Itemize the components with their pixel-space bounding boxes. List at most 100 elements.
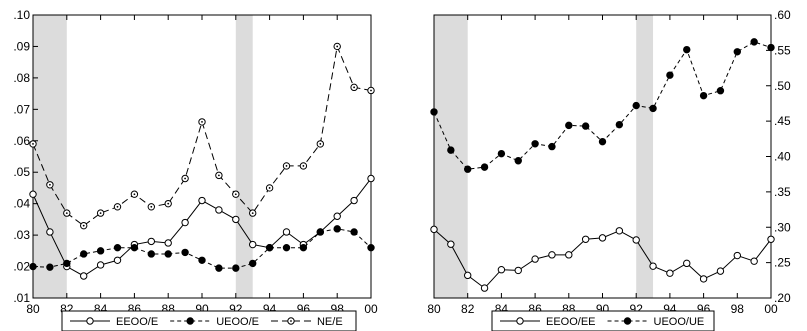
y-tick-label: .04 — [13, 197, 30, 211]
data-point-UEOO/E — [316, 228, 324, 236]
data-point-UEOO/UE — [464, 165, 472, 173]
data-point-UEOO/UE — [615, 120, 624, 129]
legend: EEOO/E UEOO/E NE/E — [61, 310, 357, 331]
data-point-EEOO/E — [113, 256, 122, 264]
data-point-center-NE/E — [302, 165, 305, 167]
data-point-EEOO/EE — [683, 259, 691, 268]
data-point-EEOO/E — [350, 196, 358, 205]
shaded-period-1 — [235, 15, 253, 298]
data-point-EEOO/E — [147, 237, 156, 246]
left-chart-panel: 80 82 84 86 88 90 92 94 96 98 00.01.02.03.04.05.06… — [13, 8, 378, 331]
data-point-UEOO/E — [96, 247, 105, 255]
data-point-UEOO/UE — [632, 101, 640, 110]
data-point-EEOO/EE — [514, 266, 522, 275]
y-tick-label: .45 — [774, 114, 791, 128]
y-tick-label: .25 — [774, 256, 791, 270]
data-point-EEOO/EE — [598, 234, 607, 242]
data-point-EEOO/E — [249, 240, 257, 249]
data-point-EEOO/E — [164, 239, 172, 247]
y-tick-label: .03 — [13, 228, 30, 242]
data-point-EEOO/E — [232, 215, 240, 224]
y-tick-label: .40 — [774, 150, 791, 164]
data-point-UEOO/E — [46, 263, 54, 271]
data-point-UEOO/UE — [750, 38, 758, 46]
data-point-EEOO/E — [282, 228, 291, 236]
data-point-EEOO/EE — [430, 225, 438, 234]
data-point-EEOO/E — [96, 261, 105, 269]
data-point-center-NE/E — [251, 212, 254, 215]
data-point-EEOO/EE — [699, 275, 708, 283]
data-point-EEOO/EE — [497, 266, 506, 274]
y-tick-label: .10 — [13, 8, 30, 22]
data-point-UEOO/E — [198, 256, 206, 264]
legend-marker-EEOO/EE — [516, 317, 524, 325]
data-point-UEOO/E — [147, 250, 156, 258]
data-point-center-NE/E — [167, 202, 170, 205]
data-point-UEOO/E — [113, 243, 122, 252]
data-point-EEOO/E — [367, 174, 375, 183]
data-point-UEOO/UE — [666, 71, 674, 79]
legend-label-EEOO/EE: EEOO/EE — [546, 316, 596, 328]
data-point-center-NE/E — [201, 121, 203, 123]
data-point-EEOO/EE — [581, 235, 590, 243]
data-point-EEOO/E — [215, 206, 223, 214]
data-point-UEOO/E — [80, 250, 88, 258]
data-point-center-NE/E — [353, 86, 355, 89]
data-point-UEOO/UE — [447, 146, 455, 154]
data-point-UEOO/E — [29, 262, 37, 271]
data-point-center-NE/E — [234, 193, 237, 196]
data-point-center-NE/E — [133, 193, 136, 196]
data-point-EEOO/EE — [649, 262, 657, 270]
data-point-UEOO/E — [265, 243, 274, 252]
data-point-EEOO/E — [46, 228, 54, 236]
data-point-EEOO/EE — [615, 227, 624, 235]
data-point-UEOO/UE — [531, 140, 539, 148]
data-point-UEOO/UE — [514, 157, 522, 165]
data-point-UEOO/E — [333, 225, 341, 233]
data-point-UEOO/UE — [581, 122, 590, 130]
legend-label-UEOO/UE: UEOO/UE — [654, 316, 705, 328]
data-point-center-NE/E — [116, 205, 119, 208]
legend-marker-EEOO/E — [86, 317, 94, 325]
legend-label-UEOO/E: UEOO/E — [216, 316, 259, 328]
y-tick-label: .08 — [13, 71, 30, 85]
data-point-center-NE/E — [218, 174, 220, 177]
data-point-center-NE/E — [32, 143, 34, 145]
y-tick-label: .30 — [774, 220, 791, 234]
y-tick-label: .06 — [13, 134, 30, 148]
data-point-EEOO/EE — [565, 251, 573, 259]
data-point-UEOO/UE — [497, 149, 506, 158]
data-point-EEOO/EE — [464, 271, 472, 280]
data-point-UEOO/E — [232, 264, 240, 272]
data-point-EEOO/E — [333, 212, 341, 220]
data-point-UEOO/E — [367, 243, 375, 252]
series-line-UEOO/UE — [433, 41, 772, 170]
data-point-UEOO/E — [164, 250, 172, 258]
y-tick-label: .60 — [774, 8, 791, 22]
legend-marker-UEOO/UE — [623, 317, 632, 325]
data-point-EEOO/EE — [733, 251, 741, 260]
legend: EEOO/EE UEOO/UE — [491, 310, 715, 331]
data-point-UEOO/E — [249, 259, 257, 268]
y-tick-label: .55 — [774, 43, 791, 57]
data-point-UEOO/UE — [699, 91, 708, 100]
legend-marker-UEOO/E — [186, 317, 194, 325]
data-point-EEOO/EE — [447, 240, 455, 248]
data-point-UEOO/E — [282, 243, 291, 252]
data-point-UEOO/E — [299, 243, 308, 252]
data-point-center-NE/E — [285, 165, 288, 167]
y-tick-label: .09 — [13, 39, 30, 53]
data-point-UEOO/UE — [430, 108, 438, 116]
data-point-center-NE/E — [268, 187, 271, 189]
data-point-UEOO/E — [63, 259, 71, 268]
x-tick-label: 80 — [427, 302, 441, 316]
legend-label-EEOO/E: EEOO/E — [116, 316, 158, 328]
data-point-center-NE/E — [99, 212, 102, 215]
data-point-EEOO/EE — [666, 269, 674, 277]
y-tick-label: .50 — [774, 79, 791, 93]
x-tick-label: 80 — [26, 302, 40, 316]
data-point-EEOO/E — [181, 218, 189, 227]
data-point-UEOO/E — [181, 248, 189, 257]
data-point-EEOO/E — [29, 190, 37, 198]
data-point-UEOO/UE — [480, 163, 489, 171]
